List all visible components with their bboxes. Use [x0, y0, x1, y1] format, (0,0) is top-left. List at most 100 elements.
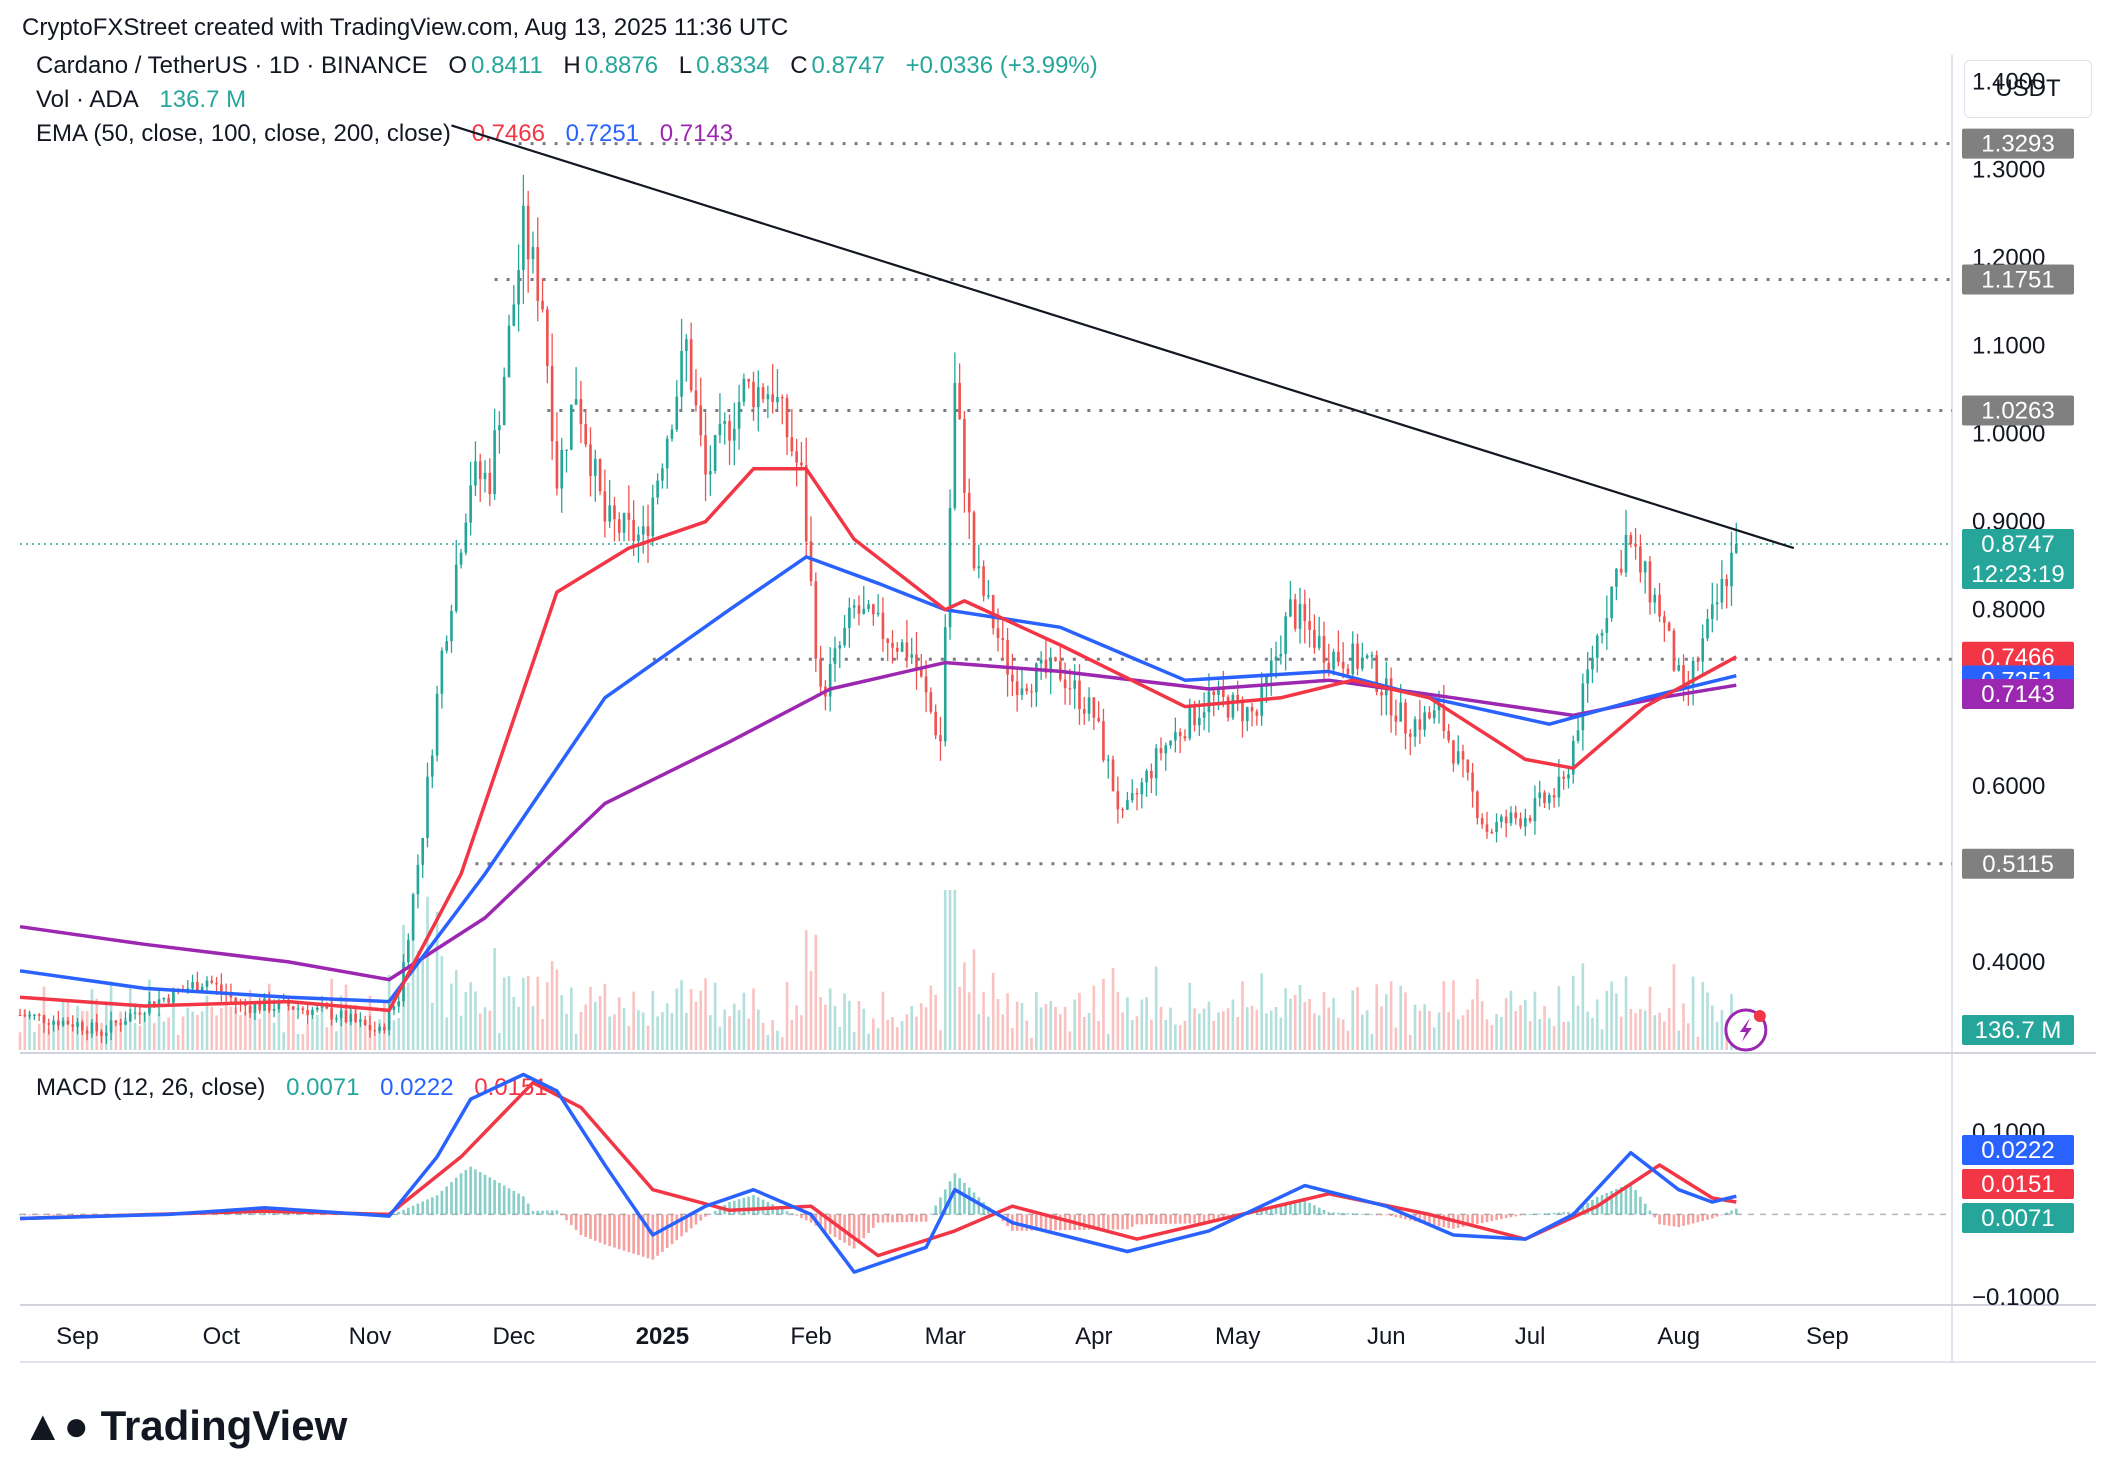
- volume-label[interactable]: Vol · ADA: [36, 86, 139, 113]
- candle: [1082, 696, 1086, 725]
- volume-bar: [1495, 1013, 1498, 1050]
- price-tick-label: 0.4000: [1972, 949, 2045, 976]
- volume-bar: [1126, 997, 1129, 1050]
- candle: [541, 278, 544, 313]
- volume-bar: [1015, 1001, 1019, 1050]
- volume-bar: [1130, 1020, 1134, 1050]
- candle: [1696, 656, 1700, 671]
- macd-histogram-bar: [732, 1200, 736, 1215]
- candle: [1476, 790, 1479, 825]
- notification-dot: [1753, 1010, 1766, 1022]
- macd-histogram-bar: [1437, 1214, 1441, 1227]
- volume-bar: [335, 1031, 338, 1050]
- candle: [464, 513, 468, 556]
- candle-body: [675, 396, 679, 430]
- candle-body: [584, 423, 588, 445]
- macd-histogram-bar: [1145, 1214, 1148, 1225]
- macd-histogram-bar: [905, 1214, 909, 1223]
- candle: [61, 1017, 65, 1028]
- candle-body: [1044, 659, 1048, 673]
- macd-histogram-bar: [670, 1214, 674, 1245]
- volume-bar: [661, 1012, 664, 1050]
- candle-body: [344, 1010, 348, 1022]
- macd-histogram-bar: [421, 1201, 425, 1215]
- volume-bar: [1193, 1008, 1196, 1050]
- macd-histogram-bar: [982, 1202, 985, 1215]
- macd-signal-line: [19, 1080, 1737, 1258]
- currency-button[interactable]: USDT: [1964, 60, 2092, 118]
- volume-bar: [1375, 984, 1379, 1050]
- candle-body: [81, 1022, 84, 1031]
- candle: [939, 716, 942, 761]
- candle: [119, 1018, 122, 1032]
- macd-histogram-bar: [1356, 1213, 1359, 1215]
- candle-body: [910, 654, 914, 658]
- macd-histogram-bar: [555, 1210, 559, 1215]
- macd-histogram-bar: [742, 1197, 746, 1215]
- candle-body: [613, 505, 616, 520]
- volume-bar: [565, 1013, 568, 1050]
- macd-histogram-bar: [42, 1214, 46, 1216]
- macd-histogram-bar: [776, 1206, 779, 1215]
- macd-histogram-bar: [752, 1195, 755, 1215]
- volume-bar: [536, 976, 540, 1050]
- candle: [1130, 779, 1134, 803]
- tradingview-logo[interactable]: ▲● TradingView: [22, 1402, 347, 1450]
- chart-canvas[interactable]: 1.40001.30001.20001.10001.00000.90000.80…: [0, 0, 2116, 1400]
- volume-bar: [665, 1003, 669, 1050]
- candle: [1404, 698, 1407, 750]
- volume-bar: [785, 982, 789, 1050]
- candle: [680, 318, 683, 410]
- volume-bar: [1485, 1019, 1489, 1050]
- volume-bar: [66, 1001, 70, 1050]
- volume-bar: [1619, 1016, 1623, 1050]
- volume-bar: [622, 1007, 626, 1050]
- volume-bar: [723, 1009, 727, 1050]
- candle-body: [862, 608, 866, 614]
- candle-body: [1432, 710, 1436, 719]
- candle: [891, 630, 894, 664]
- candle-body: [919, 669, 923, 677]
- candle: [1269, 647, 1273, 696]
- ema-label[interactable]: EMA (50, close, 100, close, 200, close): [36, 120, 451, 147]
- volume-bar: [747, 1018, 751, 1050]
- macd-histogram-bar: [1543, 1213, 1546, 1215]
- candle: [1313, 614, 1316, 654]
- candle-body: [876, 612, 880, 615]
- candle-body: [1289, 599, 1292, 617]
- candle: [1337, 630, 1340, 667]
- candle-body: [1087, 697, 1091, 714]
- candle-body: [95, 1022, 99, 1032]
- volume-bar: [1706, 992, 1709, 1050]
- macd-histogram-bar: [469, 1166, 472, 1215]
- candle-body: [1734, 543, 1738, 553]
- candle: [685, 334, 688, 382]
- candle-body: [732, 428, 736, 441]
- candle-body: [1413, 719, 1417, 737]
- volume-bar: [1701, 981, 1705, 1050]
- volume-bar: [919, 1003, 923, 1050]
- candle: [258, 997, 262, 1014]
- volume-bar: [474, 991, 477, 1050]
- candle: [1001, 616, 1005, 659]
- candle: [1519, 812, 1522, 830]
- symbol-title[interactable]: Cardano / TetherUS · 1D · BINANCE: [36, 52, 428, 79]
- volume-bar: [704, 978, 707, 1050]
- candle-body: [689, 339, 693, 391]
- candle: [646, 504, 650, 563]
- candle: [28, 1010, 31, 1020]
- candle-body: [1567, 774, 1570, 779]
- volume-bar: [181, 1016, 185, 1050]
- candle: [804, 437, 808, 559]
- volume-bar: [1269, 1010, 1273, 1050]
- candle-body: [1447, 730, 1450, 741]
- volume-bar: [603, 983, 607, 1050]
- candle-body: [771, 394, 774, 403]
- macd-label[interactable]: MACD (12, 26, close): [36, 1074, 266, 1101]
- candle-body: [622, 512, 626, 533]
- macd-histogram-bar: [1557, 1212, 1561, 1215]
- time-tick-label: Feb: [790, 1323, 831, 1350]
- volume-bar: [469, 982, 472, 1050]
- candle: [296, 1002, 300, 1020]
- ema50-line: [19, 467, 1738, 1013]
